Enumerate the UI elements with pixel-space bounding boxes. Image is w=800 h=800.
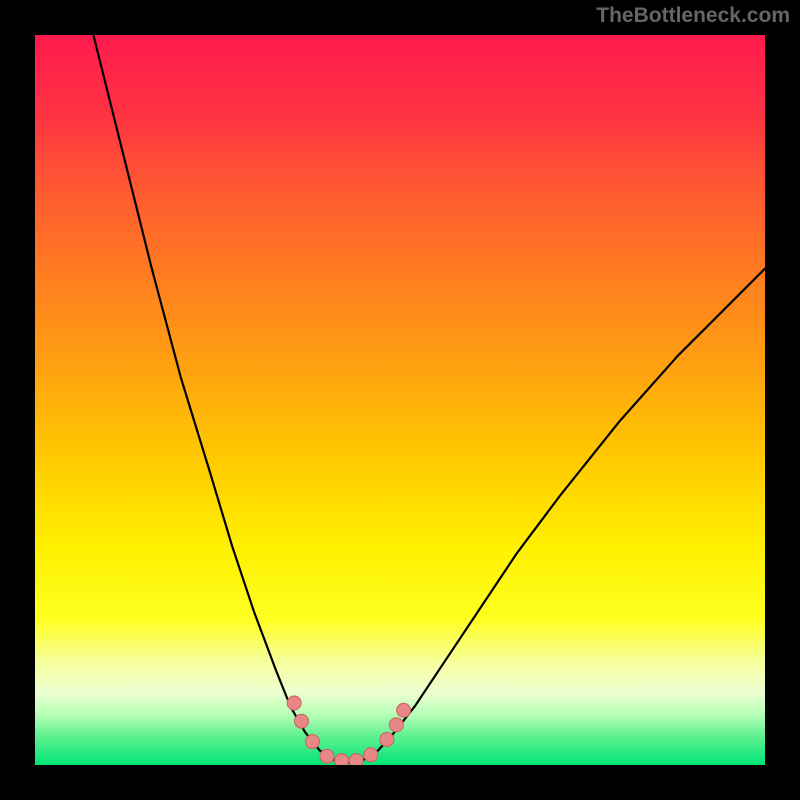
data-marker bbox=[380, 732, 394, 746]
watermark-text: TheBottleneck.com bbox=[596, 4, 790, 28]
data-marker bbox=[294, 714, 308, 728]
data-marker bbox=[320, 749, 334, 763]
data-marker bbox=[397, 703, 411, 717]
chart-plot-area bbox=[35, 35, 765, 765]
data-marker bbox=[305, 735, 319, 749]
data-marker bbox=[349, 754, 363, 765]
data-marker bbox=[287, 696, 301, 710]
data-marker bbox=[335, 754, 349, 765]
marker-group bbox=[287, 696, 411, 765]
data-marker bbox=[364, 748, 378, 762]
bottleneck-curve bbox=[93, 35, 765, 763]
chart-svg-layer bbox=[35, 35, 765, 765]
data-marker bbox=[389, 718, 403, 732]
